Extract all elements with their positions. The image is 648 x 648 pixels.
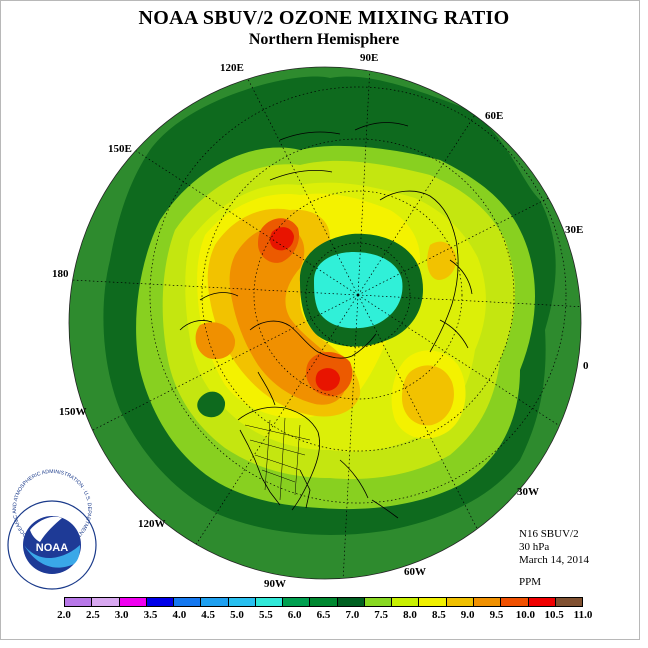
color-swatch xyxy=(364,598,393,606)
color-scale-tick: 11.0 xyxy=(573,609,593,621)
state-boundaries xyxy=(244,417,311,501)
color-scale-tick: 2.5 xyxy=(85,609,100,621)
color-scale-tick: 10.5 xyxy=(544,609,564,621)
color-scale-tick: 6.5 xyxy=(316,609,331,621)
meridian-label: 90W xyxy=(264,578,286,590)
meridian-label: 150E xyxy=(108,143,132,155)
color-swatch xyxy=(65,598,93,606)
meridian-label: 180 xyxy=(52,268,69,280)
color-scale-tick: 8.0 xyxy=(403,609,417,621)
color-scale-tick: 2.0 xyxy=(57,609,71,621)
color-scale-tick: 8.5 xyxy=(431,609,446,621)
color-scale-tick: 5.0 xyxy=(230,609,244,621)
color-swatch xyxy=(255,598,284,606)
color-scale-tick: 5.5 xyxy=(258,609,273,621)
color-swatch xyxy=(392,598,420,606)
color-scale-tick: 7.5 xyxy=(374,609,389,621)
color-swatch xyxy=(473,598,502,606)
color-swatch xyxy=(174,598,202,606)
color-scale-ticks: 2.0 2.5 3.0 3.5 4.0 4.5 5.0 5.5 6.0 6.5 7.0 7.5 8.0 8… xyxy=(53,609,598,623)
color-swatch xyxy=(283,598,311,606)
date-label: March 14, 2014 xyxy=(519,554,589,566)
color-swatch xyxy=(310,598,338,606)
map-subtitle: Northern Hemisphere xyxy=(248,31,400,48)
color-swatch xyxy=(146,598,175,606)
color-scale-tick: 3.5 xyxy=(143,609,158,621)
map-title: NOAA SBUV/2 OZONE MIXING RATIO xyxy=(138,7,510,29)
color-swatch xyxy=(119,598,147,606)
color-scale-tick: 9.5 xyxy=(489,609,504,621)
coastlines xyxy=(179,122,473,519)
color-scale-tick: 4.5 xyxy=(201,609,216,621)
color-scale-tick: 7.0 xyxy=(345,609,360,621)
lat-lon-grid xyxy=(69,67,581,579)
meridian-label: 60E xyxy=(485,110,504,122)
meridian-label: 60W xyxy=(404,566,426,578)
color-scale-tick: 10.0 xyxy=(515,609,535,621)
meridian-label: 30W xyxy=(517,486,539,498)
color-swatch xyxy=(201,598,229,606)
color-scale-bar xyxy=(64,597,583,607)
units-label: PPM xyxy=(519,576,542,588)
ozone-field-10-0 xyxy=(195,226,346,405)
color-swatch xyxy=(555,598,583,606)
meridian-label: 120W xyxy=(138,518,166,530)
meridian-label: 120E xyxy=(220,62,244,74)
color-scale-tick: 3.0 xyxy=(114,609,129,621)
color-scale-tick: 4.0 xyxy=(172,609,187,621)
map-boundary xyxy=(68,66,582,580)
ozone-field-11-0 xyxy=(270,227,340,391)
color-scale-tick: 6.0 xyxy=(287,609,302,621)
color-swatch xyxy=(528,598,556,606)
color-swatch xyxy=(446,598,474,606)
color-scale-tick: 9.0 xyxy=(460,609,475,621)
pressure-level-label: 30 hPa xyxy=(519,541,550,553)
meridian-label: 30E xyxy=(565,224,584,236)
color-swatch xyxy=(501,598,529,606)
low-ozone-spot xyxy=(197,391,226,418)
meridian-label: 150W xyxy=(59,406,87,418)
meridian-label: 90E xyxy=(360,52,379,64)
meridian-label: 0 xyxy=(583,360,589,372)
instrument-label: N16 SBUV/2 xyxy=(519,528,579,540)
map-frame xyxy=(0,0,640,640)
color-swatch xyxy=(419,598,447,606)
color-swatch xyxy=(92,598,120,606)
color-swatch xyxy=(337,598,365,606)
color-swatch xyxy=(228,598,256,606)
